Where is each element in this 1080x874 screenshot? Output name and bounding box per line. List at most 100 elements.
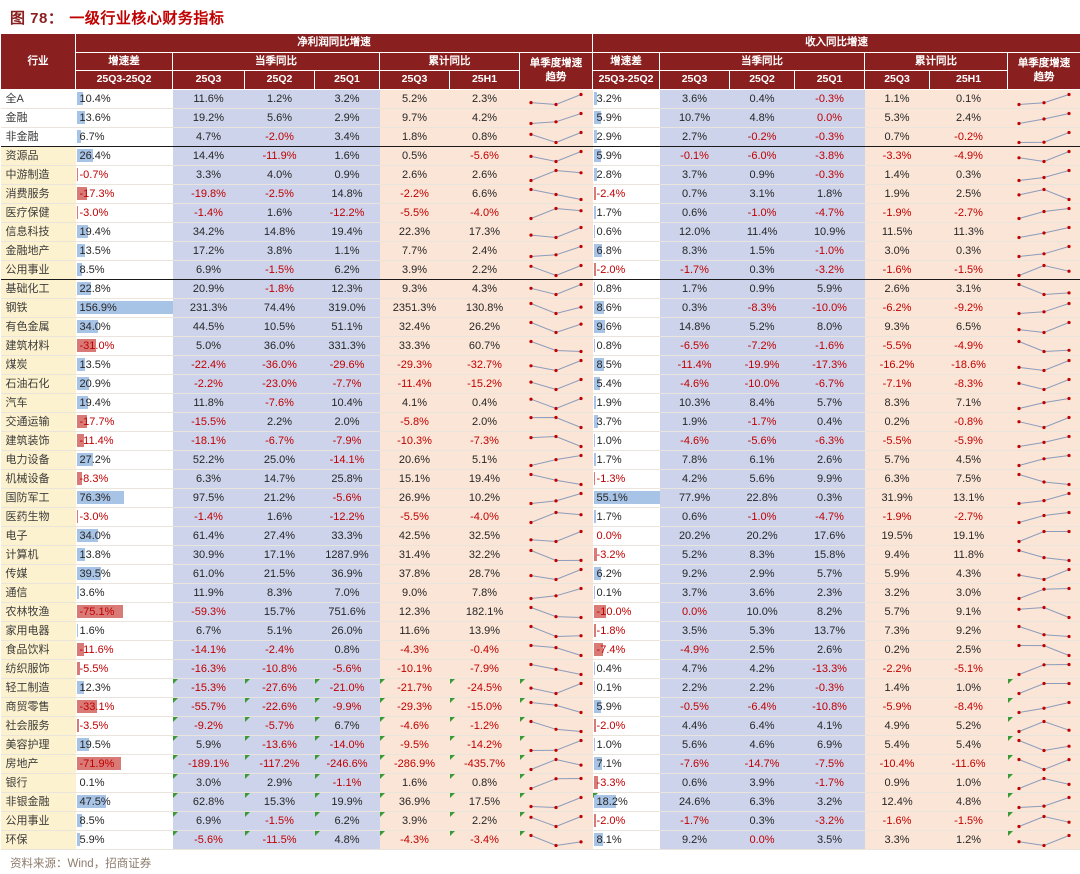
industry-cell: 金融 [0, 108, 76, 128]
value-cell: 7.8% [449, 583, 520, 603]
value-cell: 31.9% [864, 488, 930, 508]
sparkline-cell [519, 659, 593, 679]
sparkline [529, 681, 583, 696]
sparkline-cell [519, 488, 593, 508]
positive-databar [76, 263, 82, 277]
value-cell: -1.1% [314, 773, 380, 793]
value-cell: 2.6% [794, 450, 865, 470]
value-cell: -17.3% [794, 355, 865, 375]
diff-cell: 0.4% [592, 659, 660, 679]
value-cell: 19.4% [314, 222, 380, 242]
sparkline [1017, 92, 1071, 107]
value-cell: 20.2% [659, 526, 730, 546]
value-cell: -6.3% [794, 431, 865, 451]
sparkline-cell [1007, 602, 1080, 622]
value-cell: 4.1% [794, 716, 865, 736]
column-header-profit-quarter: 当季同比 [172, 51, 380, 72]
positive-databar [76, 149, 93, 163]
value-cell: -11.5% [244, 830, 315, 850]
positive-databar [76, 453, 94, 467]
table-row: 金融地产 13.5% 17.2% 3.8% 1.1% 7.7% 2.4% 6.8% 8.3% 1.… [0, 241, 1080, 261]
value-cell: -2.5% [244, 184, 315, 204]
diff-cell: 18.2% [592, 792, 660, 812]
value-cell: 0.2% [864, 640, 930, 660]
value-cell: -24.5% [449, 678, 520, 698]
value-cell: -13.6% [244, 735, 315, 755]
value-cell: 6.7% [314, 716, 380, 736]
value-cell: 13.9% [449, 621, 520, 641]
value-cell: -2.2% [379, 184, 450, 204]
table-row: 汽车 19.4% 11.8% -7.6% 10.4% 4.1% 0.4% 1.9% 10.3% 8… [0, 393, 1080, 413]
value-cell: -1.8% [244, 279, 315, 299]
industry-cell: 煤炭 [0, 355, 76, 375]
value-cell: 5.2% [929, 716, 1008, 736]
value-cell: 36.9% [379, 792, 450, 812]
sparkline [1017, 301, 1071, 316]
sparkline [1017, 738, 1071, 753]
value-cell: -4.0% [449, 203, 520, 223]
industry-cell: 家用电器 [0, 621, 76, 641]
value-cell: 15.1% [379, 469, 450, 489]
value-cell: -18.6% [929, 355, 1008, 375]
value-cell: -1.2% [449, 716, 520, 736]
value-cell: 1.5% [729, 241, 795, 261]
positive-databar [76, 681, 85, 695]
value-cell: 182.1% [449, 602, 520, 622]
value-cell: 3.9% [379, 260, 450, 280]
diff-cell: 9.6% [592, 317, 660, 337]
value-cell: 9.2% [659, 830, 730, 850]
value-cell: 1287.9% [314, 545, 380, 565]
sparkline-cell [1007, 260, 1080, 280]
value-cell: -15.0% [449, 697, 520, 717]
table-row: 国防军工 76.3% 97.5% 21.2% -5.6% 26.9% 10.2% 55.1% 7… [0, 488, 1080, 508]
value-cell: -1.5% [929, 811, 1008, 831]
diff-cell: -3.5% [75, 716, 173, 736]
subheader-revenue-q3: 25Q3 [659, 70, 731, 90]
value-cell: -5.6% [172, 830, 245, 850]
value-cell: 0.0% [729, 830, 795, 850]
sparkline [1017, 814, 1071, 829]
sparkline-cell [1007, 298, 1080, 318]
positive-databar [76, 282, 91, 296]
sparkline [529, 111, 583, 126]
value-cell: 5.9% [794, 279, 865, 299]
diff-cell: 0.1% [592, 583, 660, 603]
subheader-profit-cum-q3: 25Q3 [379, 70, 450, 90]
sparkline-cell [1007, 431, 1080, 451]
value-cell: -14.1% [172, 640, 245, 660]
sparkline [529, 206, 583, 221]
value-cell: 11.8% [929, 545, 1008, 565]
sparkline [529, 738, 583, 753]
value-cell: 14.7% [244, 469, 315, 489]
value-cell: -286.9% [379, 754, 450, 774]
sparkline-cell [519, 393, 593, 413]
value-cell: 2.9% [314, 108, 380, 128]
value-cell: -1.5% [929, 260, 1008, 280]
positive-databar [593, 795, 616, 809]
value-cell: -1.4% [172, 203, 245, 223]
value-cell: -15.3% [172, 678, 245, 698]
value-cell: -7.5% [794, 754, 865, 774]
sparkline [1017, 776, 1071, 791]
value-cell: -5.9% [929, 431, 1008, 451]
value-cell: 14.8% [659, 317, 730, 337]
sparkline-cell [1007, 545, 1080, 565]
table-row: 有色金属 34.0% 44.5% 10.5% 51.1% 32.4% 26.2% 9.6% 14… [0, 317, 1080, 337]
value-cell: 6.3% [864, 469, 930, 489]
sparkline [1017, 187, 1071, 202]
negative-databar [76, 472, 82, 486]
value-cell: -11.6% [929, 754, 1008, 774]
value-cell: 4.9% [864, 716, 930, 736]
sparkline-cell [519, 583, 593, 603]
value-cell: 1.4% [864, 165, 930, 185]
diff-cell: 1.0% [592, 735, 660, 755]
value-cell: -13.3% [794, 659, 865, 679]
value-cell: -7.6% [244, 393, 315, 413]
value-cell: 2.5% [929, 640, 1008, 660]
value-cell: -5.7% [244, 716, 315, 736]
value-cell: 0.9% [729, 165, 795, 185]
sparkline [529, 567, 583, 582]
value-cell: 37.8% [379, 564, 450, 584]
industry-cell: 银行 [0, 773, 76, 793]
sparkline [529, 396, 583, 411]
